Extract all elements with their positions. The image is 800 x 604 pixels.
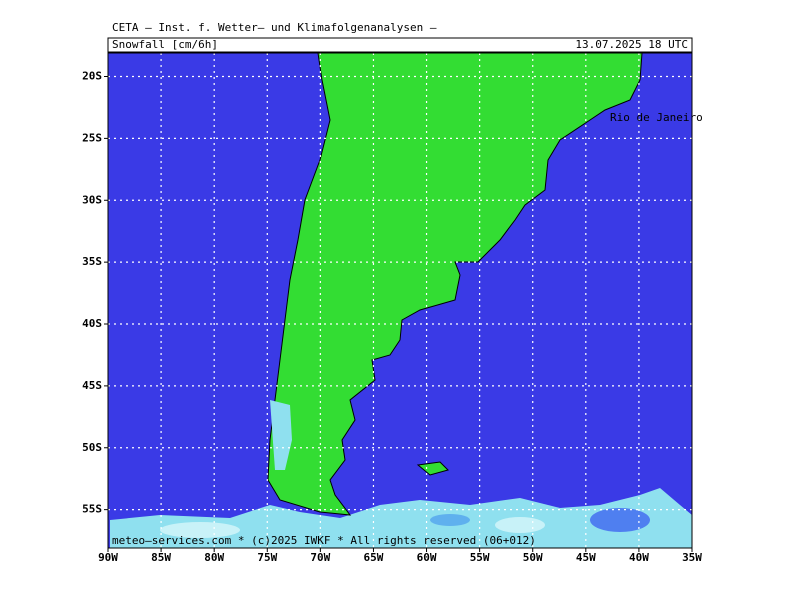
lon-tick-label: 35W: [682, 551, 702, 564]
snow-patch: [495, 517, 545, 533]
lat-tick-label: 30S: [82, 193, 102, 206]
snow-patch: [160, 522, 240, 538]
snow-patch: [590, 508, 650, 532]
lon-tick-label: 45W: [576, 551, 596, 564]
lon-tick-label: 90W: [98, 551, 118, 564]
valid-time: 13.07.2025 18 UTC: [575, 38, 688, 51]
field-name: Snowfall [cm/6h]: [112, 38, 218, 51]
header-box: [107, 37, 693, 53]
snow-patch: [270, 400, 292, 470]
graticule: [108, 53, 692, 548]
lat-tick-label: 50S: [82, 441, 102, 454]
lat-tick-label: 20S: [82, 70, 102, 83]
lon-tick-label: 50W: [523, 551, 543, 564]
snow-area: [110, 488, 692, 548]
lon-tick-label: 40W: [629, 551, 649, 564]
lon-tick-label: 80W: [204, 551, 224, 564]
place-label: Rio de Janeiro: [610, 111, 703, 124]
lat-tick-label: 40S: [82, 317, 102, 330]
lon-tick-label: 60W: [417, 551, 437, 564]
lat-tick-label: 35S: [82, 255, 102, 268]
snow-patch: [430, 514, 470, 526]
falkland-islands: [416, 461, 449, 476]
lon-tick-label: 55W: [470, 551, 490, 564]
land: [267, 52, 643, 516]
lon-tick-label: 65W: [364, 551, 384, 564]
lon-tick-label: 75W: [257, 551, 277, 564]
lat-tick-label: 25S: [82, 131, 102, 144]
lat-tick-label: 45S: [82, 379, 102, 392]
map-frame: [107, 52, 693, 549]
header-title: CETA — Inst. f. Wetter— und Klimafolgena…: [112, 21, 437, 34]
lon-tick-label: 85W: [151, 551, 171, 564]
lon-tick-label: 70W: [310, 551, 330, 564]
lat-tick-label: 55S: [82, 503, 102, 516]
footer: meteo—services.com * (c)2025 IWKF * All …: [112, 534, 536, 547]
